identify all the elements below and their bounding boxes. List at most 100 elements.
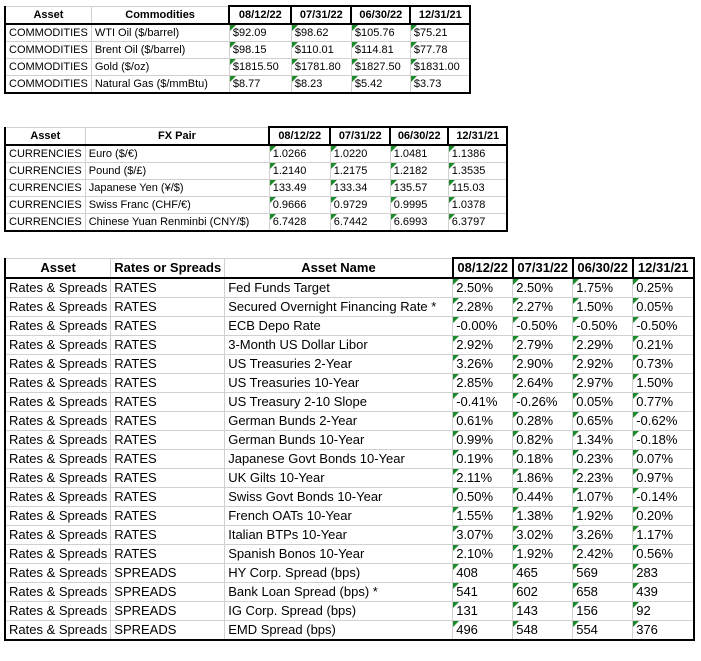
label-cell[interactable]: CURRENCIES [3,179,86,197]
label-cell[interactable]: Rates & Spreads [4,487,112,507]
label-cell[interactable]: RATES [110,468,226,488]
value-cell[interactable]: -0.50% [512,316,574,336]
label-cell[interactable]: RATES [110,335,226,355]
label-cell[interactable]: CURRENCIES [3,144,86,163]
label-cell[interactable]: HY Corp. Spread (bps) [224,563,454,583]
label-cell[interactable]: SPREADS [110,620,226,641]
value-cell[interactable]: 439 [632,582,695,602]
label-cell[interactable]: RATES [110,316,226,336]
label-cell[interactable]: RATES [110,525,226,545]
value-cell[interactable]: 496 [452,620,514,641]
label-cell[interactable]: German Bunds 10-Year [224,430,454,450]
value-cell[interactable]: 465 [512,563,574,583]
label-cell[interactable]: RATES [110,544,226,564]
value-cell[interactable]: 1.50% [632,373,695,393]
value-cell[interactable]: 0.9995 [389,196,449,214]
value-cell[interactable]: 2.64% [512,373,574,393]
value-cell[interactable]: 135.57 [389,179,449,197]
label-cell[interactable]: Swiss Govt Bonds 10-Year [224,487,454,507]
value-cell[interactable]: 2.92% [452,335,514,355]
value-cell[interactable]: $75.21 [409,23,472,42]
label-cell[interactable]: Pound ($/£) [84,162,270,180]
value-cell[interactable]: 115.03 [447,179,509,197]
value-cell[interactable]: 3.26% [452,354,514,374]
value-cell[interactable]: 131 [452,601,514,621]
value-cell[interactable]: 156 [572,601,634,621]
label-cell[interactable]: IG Corp. Spread (bps) [224,601,454,621]
value-cell[interactable]: 3.07% [452,525,514,545]
value-cell[interactable]: 1.2175 [329,162,391,180]
value-cell[interactable]: 143 [512,601,574,621]
value-cell[interactable]: 0.07% [632,449,695,469]
value-cell[interactable]: 1.92% [572,506,634,526]
label-cell[interactable]: US Treasuries 2-Year [224,354,454,374]
label-cell[interactable]: CURRENCIES [3,196,86,214]
label-cell[interactable]: RATES [110,277,226,298]
value-cell[interactable]: 0.61% [452,411,514,431]
label-cell[interactable]: US Treasury 2-10 Slope [224,392,454,412]
value-cell[interactable]: $98.15 [228,41,292,59]
value-cell[interactable]: 92 [632,601,695,621]
label-cell[interactable]: Rates & Spreads [4,373,112,393]
value-cell[interactable]: 1.0266 [268,144,331,163]
value-cell[interactable]: 1.07% [572,487,634,507]
value-cell[interactable]: 2.42% [572,544,634,564]
value-cell[interactable]: $110.01 [290,41,352,59]
value-cell[interactable]: 6.6993 [389,213,449,232]
value-cell[interactable]: $77.78 [409,41,472,59]
value-cell[interactable]: 0.73% [632,354,695,374]
value-cell[interactable]: 0.65% [572,411,634,431]
value-cell[interactable]: $8.77 [228,75,292,94]
label-cell[interactable]: Rates & Spreads [4,563,112,583]
value-cell[interactable]: 6.7428 [268,213,331,232]
value-cell[interactable]: $114.81 [350,41,411,59]
value-cell[interactable]: 0.28% [512,411,574,431]
value-cell[interactable]: 0.20% [632,506,695,526]
value-cell[interactable]: 0.05% [632,297,695,317]
value-cell[interactable]: 0.56% [632,544,695,564]
label-cell[interactable]: Chinese Yuan Renminbi (CNY/$) [84,213,270,232]
value-cell[interactable]: 0.18% [512,449,574,469]
value-cell[interactable]: 0.50% [452,487,514,507]
label-cell[interactable]: SPREADS [110,563,226,583]
value-cell[interactable]: 2.10% [452,544,514,564]
label-cell[interactable]: German Bunds 2-Year [224,411,454,431]
value-cell[interactable]: 1.86% [512,468,574,488]
value-cell[interactable]: 602 [512,582,574,602]
value-cell[interactable]: 2.50% [452,277,514,298]
label-cell[interactable]: Rates & Spreads [4,582,112,602]
label-cell[interactable]: RATES [110,411,226,431]
label-cell[interactable]: RATES [110,354,226,374]
label-cell[interactable]: Rates & Spreads [4,506,112,526]
value-cell[interactable]: 2.90% [512,354,574,374]
label-cell[interactable]: Fed Funds Target [224,277,454,298]
label-cell[interactable]: Rates & Spreads [4,449,112,469]
value-cell[interactable]: -0.50% [632,316,695,336]
label-cell[interactable]: Rates & Spreads [4,411,112,431]
label-cell[interactable]: COMMODITIES [3,41,92,59]
label-cell[interactable]: Rates & Spreads [4,316,112,336]
label-cell[interactable]: Spanish Bonos 10-Year [224,544,454,564]
value-cell[interactable]: $1827.50 [350,58,411,76]
value-cell[interactable]: 283 [632,563,695,583]
label-cell[interactable]: Japanese Yen (¥/$) [84,179,270,197]
value-cell[interactable]: 0.77% [632,392,695,412]
label-cell[interactable]: RATES [110,487,226,507]
value-cell[interactable]: 1.92% [512,544,574,564]
value-cell[interactable]: 1.34% [572,430,634,450]
label-cell[interactable]: Italian BTPs 10-Year [224,525,454,545]
label-cell[interactable]: SPREADS [110,582,226,602]
label-cell[interactable]: Rates & Spreads [4,277,112,298]
value-cell[interactable]: 569 [572,563,634,583]
value-cell[interactable]: $3.73 [409,75,472,94]
value-cell[interactable]: 2.92% [572,354,634,374]
label-cell[interactable]: EMD Spread (bps) [224,620,454,641]
label-cell[interactable]: Secured Overnight Financing Rate * [224,297,454,317]
value-cell[interactable]: $92.09 [228,23,292,42]
label-cell[interactable]: US Treasuries 10-Year [224,373,454,393]
value-cell[interactable]: 0.82% [512,430,574,450]
label-cell[interactable]: French OATs 10-Year [224,506,454,526]
label-cell[interactable]: Rates & Spreads [4,354,112,374]
value-cell[interactable]: 6.3797 [447,213,509,232]
label-cell[interactable]: Rates & Spreads [4,392,112,412]
